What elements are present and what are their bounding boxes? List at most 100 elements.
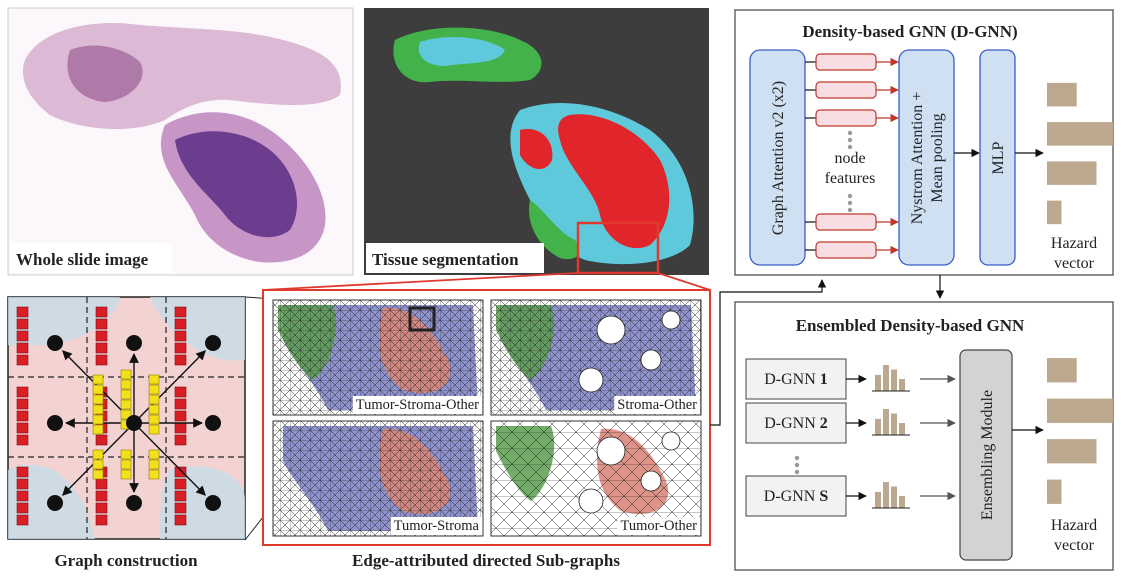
ensemble-hazard-label-2: vector	[1054, 537, 1095, 554]
model-output-bar	[899, 423, 905, 435]
subgraph-zoom-box	[408, 306, 436, 332]
graph-construction-panel	[7, 296, 246, 540]
gc-edge-attr-cell	[120, 449, 132, 460]
ensemble-title: Ensembled Density-based GNN	[796, 316, 1025, 335]
seg-crop-highlight	[576, 221, 660, 275]
node-features-ellipsis	[847, 130, 853, 213]
wsi-label: Whole slide image	[16, 250, 149, 269]
ensembling-module-block	[959, 349, 1013, 561]
gc-node	[126, 495, 142, 511]
gc-node	[47, 495, 63, 511]
subgraphs-panel: Tumor-Stroma-Other Stroma-Other Tumor-Stro…	[262, 289, 711, 546]
gc-feature-cell	[95, 478, 108, 490]
crop-connector-right	[657, 272, 711, 291]
subgraph-tile: Stroma-Other	[490, 299, 702, 416]
ensemble-hazard-vector	[1047, 358, 1113, 504]
gc-feature-cell	[95, 330, 108, 342]
gc-node	[205, 415, 221, 431]
gc-edge	[133, 422, 206, 496]
gc-feature-cell	[174, 466, 187, 478]
gc-bg-blue-1	[8, 297, 120, 346]
gc-edge-attr-cell	[92, 414, 104, 425]
tissue-segmentation-panel: Tissue segmentation	[364, 8, 709, 275]
gc-feature-cell	[16, 410, 29, 422]
node-feature-vector	[815, 213, 877, 231]
gc-node	[126, 415, 142, 431]
gc-feature-cell	[174, 330, 187, 342]
gc-feature-cell	[95, 434, 108, 446]
gc-nodes	[47, 335, 221, 511]
gc-feature-cell	[16, 422, 29, 434]
gc-feature-cell	[95, 502, 108, 514]
dgnn-model-label: D-GNN 2	[764, 415, 828, 432]
gc-feature-vectors	[16, 306, 187, 526]
gc-edge-attr-cell	[148, 424, 160, 435]
node-feature-vector	[815, 109, 877, 127]
gc-edge-attr-cell	[92, 459, 104, 470]
node-features-line1: node	[834, 150, 865, 167]
hazard-bar	[1047, 358, 1077, 383]
gat-label: Graph Attention v2 (x2)	[770, 81, 787, 235]
subgraph-tile: Tumor-Other	[490, 420, 702, 537]
mlp-block	[979, 49, 1016, 266]
subgraphs-to-dgnn-arrow	[710, 279, 827, 426]
gc-edge-attr-cell	[120, 389, 132, 400]
pooling-block	[898, 49, 955, 266]
hazard-bar	[1047, 122, 1113, 146]
subgraphs-label: Edge-attributed directed Sub-graphs	[352, 551, 620, 570]
ensemble-hazard-label-1: Hazard	[1051, 517, 1097, 534]
dgnn-model-box	[745, 358, 847, 400]
node-feature-vector	[815, 81, 877, 99]
gc-feature-cell	[16, 490, 29, 502]
gc-edge-attr-cell	[120, 399, 132, 410]
ensemble-model-row: D-GNN 2	[745, 402, 956, 444]
gc-feature-cell	[174, 514, 187, 526]
model-output-bar	[875, 491, 881, 508]
gc-edge-attr-cell	[92, 374, 104, 385]
gc-edge-attr-cell	[92, 404, 104, 415]
gc-node	[205, 335, 221, 351]
crop-connector-left	[262, 272, 579, 291]
hazard-bar	[1047, 161, 1097, 185]
wsi-tissue-lower-dark	[175, 131, 298, 238]
gc-feature-cell	[95, 514, 108, 526]
gc-edge-attr-cell	[120, 469, 132, 480]
gc-feature-cell	[174, 490, 187, 502]
gc-edge-attr-cell	[120, 409, 132, 420]
gc-feature-cell	[16, 514, 29, 526]
node-features-line2: features	[825, 170, 876, 187]
gc-edge-attr-cell	[120, 379, 132, 390]
model-output-bar	[883, 482, 889, 508]
gc-feature-cell	[16, 354, 29, 366]
gc-edge-attributes	[92, 369, 160, 480]
gc-feature-cell	[174, 502, 187, 514]
gc-edge-attr-cell	[92, 469, 104, 480]
subgraph-label: Tumor-Other	[620, 518, 697, 534]
pooling-line1: Nystrom Attention +	[909, 92, 926, 225]
gc-feature-cell	[174, 422, 187, 434]
gc-node	[205, 495, 221, 511]
gc-feature-cell	[95, 354, 108, 366]
model-output-bar	[883, 365, 889, 391]
gc-node	[126, 335, 142, 351]
model-output-bar	[875, 418, 881, 435]
gc-feature-cell	[174, 306, 187, 318]
subgraph-label: Tumor-Stroma-Other	[356, 397, 479, 413]
model-output-bar	[875, 374, 881, 391]
gc-edge-attr-cell	[148, 394, 160, 405]
gat-block	[749, 49, 806, 266]
seg-region-lower-red-2	[520, 129, 553, 170]
hazard-bar	[1047, 398, 1113, 423]
gc-edge-attr-cell	[92, 449, 104, 460]
dgnn-hazard-label-2: vector	[1054, 255, 1095, 272]
ensemble-ellipsis	[794, 455, 800, 475]
subgraph-label: Tumor-Stroma	[394, 518, 480, 534]
graph-construction-label: Graph construction	[54, 551, 198, 570]
node-feature-vector	[815, 241, 877, 259]
gc-feature-cell	[16, 318, 29, 330]
hazard-bar	[1047, 479, 1062, 504]
ensemble-panel: Ensembled Density-based GNN D-GNN 1 D-GNN…	[734, 301, 1114, 571]
model-output-bar	[883, 409, 889, 435]
dgnn-model-label: D-GNN 1	[764, 371, 828, 388]
gc-feature-cell	[16, 502, 29, 514]
